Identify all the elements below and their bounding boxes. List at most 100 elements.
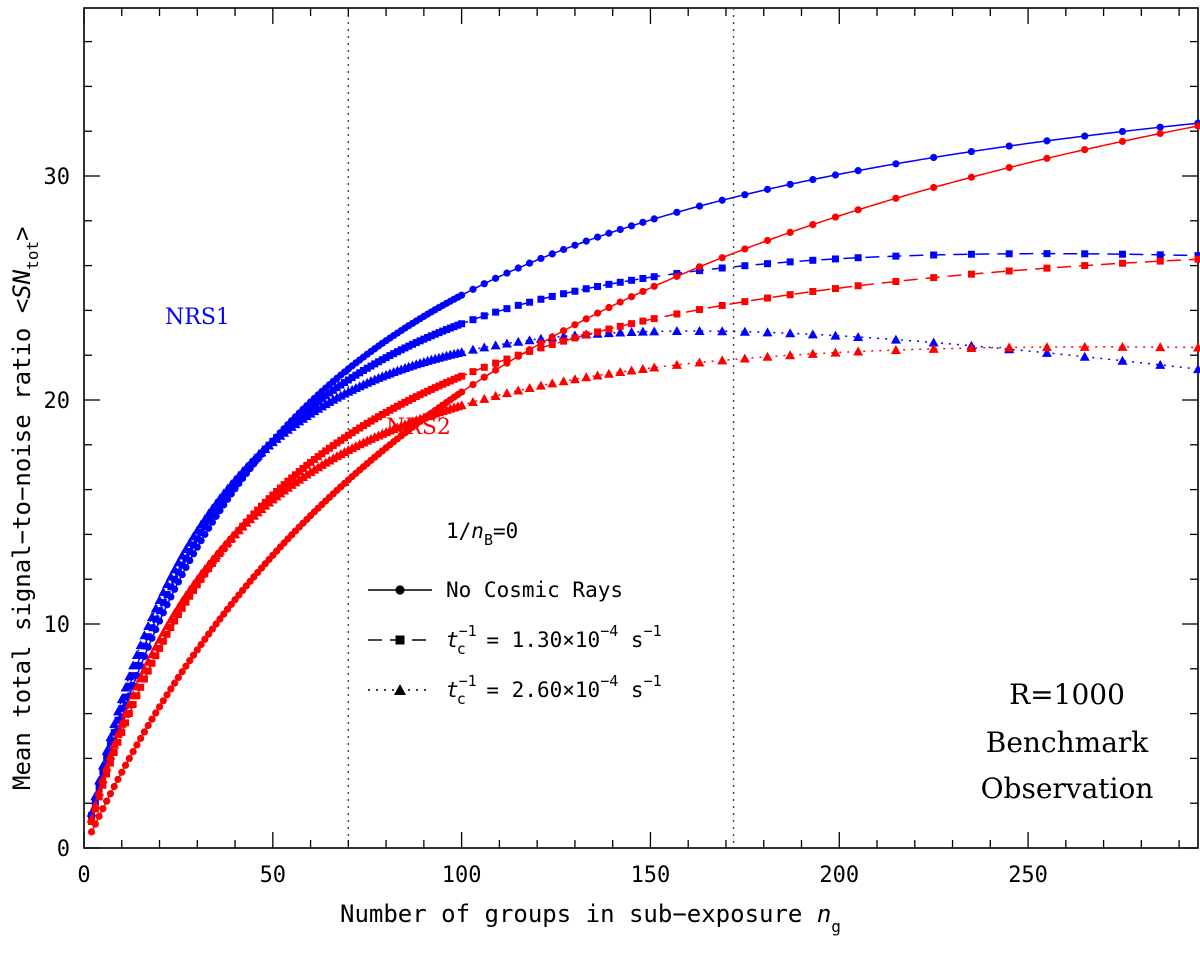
- data-point: [526, 298, 534, 306]
- data-point: [341, 379, 349, 387]
- data-point: [439, 380, 447, 388]
- data-point: [450, 375, 458, 383]
- data-point: [299, 410, 307, 418]
- data-point: [1079, 341, 1090, 351]
- data-point: [371, 360, 379, 368]
- data-point: [367, 417, 375, 425]
- legend-title: 1/nB=0: [446, 519, 518, 549]
- data-point: [1043, 264, 1051, 272]
- data-point: [548, 340, 556, 348]
- data-point: [184, 584, 195, 594]
- data-point: [479, 342, 490, 352]
- data-point: [139, 664, 150, 674]
- data-point: [501, 338, 512, 348]
- data-point: [154, 634, 165, 644]
- data-point: [501, 388, 512, 398]
- data-point: [547, 378, 558, 388]
- data-point: [125, 710, 133, 718]
- data-point: [121, 761, 130, 769]
- data-point: [718, 254, 726, 262]
- data-point: [197, 575, 205, 583]
- data-point: [480, 280, 488, 288]
- data-point: [341, 434, 349, 442]
- data-point: [1156, 129, 1164, 138]
- data-point: [114, 716, 122, 724]
- data-point: [295, 468, 303, 476]
- data-point: [329, 386, 337, 394]
- data-point: [435, 329, 443, 337]
- data-point: [280, 481, 288, 489]
- x-tick-label: 100: [442, 863, 482, 888]
- data-point: [514, 351, 522, 359]
- data-point: [582, 237, 590, 245]
- data-point: [673, 208, 681, 216]
- data-point: [106, 741, 114, 749]
- data-point: [382, 354, 390, 362]
- data-point: [192, 574, 203, 584]
- data-point: [492, 308, 500, 316]
- data-point: [696, 306, 704, 314]
- data-point: [177, 550, 188, 560]
- data-point: [628, 276, 636, 284]
- data-point: [1005, 267, 1013, 275]
- x-tick-label: 200: [819, 863, 859, 888]
- data-point: [208, 511, 216, 519]
- data-point: [627, 293, 636, 301]
- data-point: [1043, 250, 1051, 258]
- data-point: [1043, 154, 1051, 162]
- data-point: [446, 377, 454, 385]
- data-point: [785, 328, 796, 338]
- data-point: [103, 770, 111, 778]
- data-point: [116, 694, 127, 704]
- data-point: [99, 781, 107, 789]
- data-point: [537, 254, 545, 263]
- data-point: [639, 287, 647, 296]
- data-point: [763, 185, 772, 193]
- data-point: [203, 508, 214, 518]
- data-point: [222, 483, 233, 493]
- data-point: [558, 376, 569, 386]
- data-point: [967, 147, 976, 156]
- data-point: [95, 782, 103, 790]
- data-point: [214, 493, 225, 503]
- data-point: [378, 411, 386, 419]
- data-point: [122, 693, 130, 701]
- x-tick-label: 250: [1008, 863, 1048, 888]
- data-point: [162, 579, 173, 589]
- data-point: [112, 706, 123, 716]
- data-point: [424, 387, 432, 395]
- data-point: [786, 291, 794, 299]
- data-point: [571, 321, 579, 329]
- data-point: [140, 642, 148, 650]
- data-point: [386, 406, 394, 414]
- data-point: [174, 611, 182, 619]
- data-point: [148, 715, 156, 723]
- data-point: [535, 333, 546, 343]
- data-point: [616, 225, 624, 234]
- data-point: [1155, 359, 1166, 369]
- data-point: [616, 298, 624, 306]
- data-point: [605, 303, 613, 312]
- data-point: [201, 570, 209, 578]
- y-axis-title: Mean total signal−to−noise ratio <SNtot>: [8, 226, 42, 790]
- data-point: [90, 799, 101, 809]
- data-point: [1155, 342, 1166, 352]
- data-point: [118, 704, 126, 712]
- data-point: [352, 371, 360, 379]
- data-point: [717, 355, 728, 365]
- series-line: [90, 330, 1199, 813]
- data-point: [1005, 163, 1013, 172]
- data-point: [930, 251, 938, 259]
- data-point: [592, 370, 603, 380]
- data-point: [180, 543, 191, 553]
- data-point: [216, 615, 224, 623]
- data-point: [569, 374, 580, 384]
- data-point: [103, 797, 111, 805]
- data-point: [131, 681, 142, 691]
- data-point: [637, 326, 648, 336]
- data-point: [831, 255, 839, 263]
- data-point: [1194, 252, 1200, 260]
- data-point: [443, 379, 451, 387]
- data-point: [318, 395, 326, 403]
- data-point: [378, 356, 386, 364]
